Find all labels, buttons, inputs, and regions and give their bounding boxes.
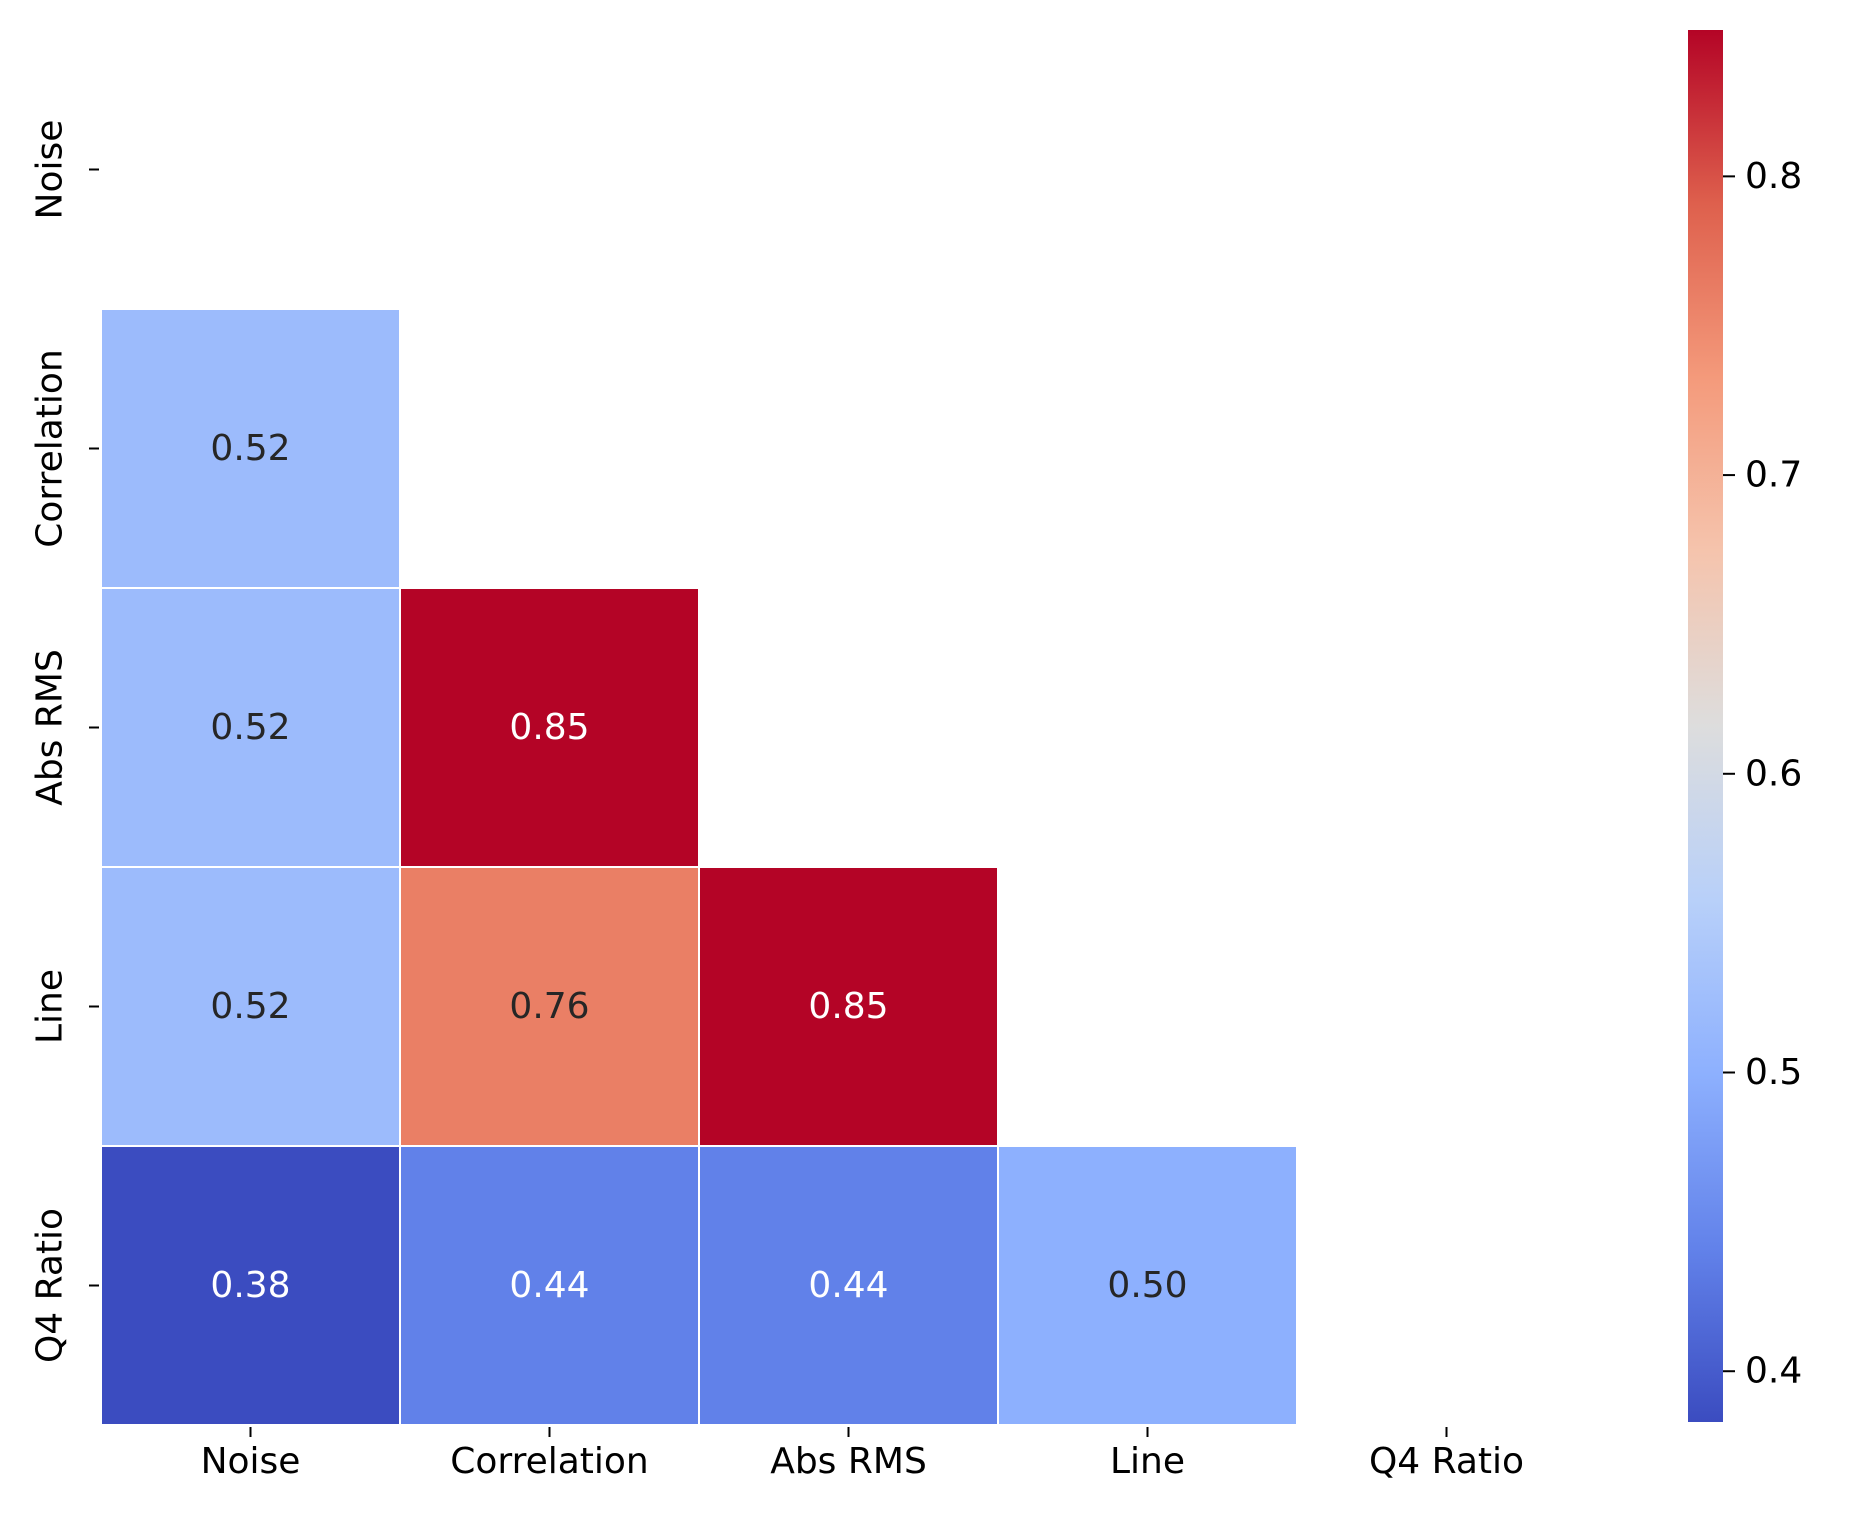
colorbar-tick-label: 0.4 [1745,1351,1802,1392]
x-tick-label-correlation: Correlation [450,1441,649,1482]
cell-value-label: 0.44 [509,1265,589,1306]
cell-value-label: 0.76 [509,986,589,1027]
heatmap-cell-q4-ratio-line [997,1145,1298,1426]
cell-value-label: 0.44 [808,1265,888,1306]
x-tick-label-q4-ratio: Q4 Ratio [1369,1441,1524,1482]
heatmap-cell-q4-ratio-noise [100,1145,401,1426]
y-tick-label-noise: Noise [30,120,71,220]
cell-value-label: 0.38 [210,1265,290,1306]
heatmap-annotations: 0.52 0.52 0.85 0.52 0.76 0.85 0.38 0.44 0.44 0.50 [210,428,1187,1306]
cell-value-label: 0.52 [210,428,290,469]
heatmap-cell-q4-ratio-correlation [399,1145,700,1426]
heatmap-cell-abs-rms-noise [100,587,401,868]
heatmap-cell-correlation-noise [100,308,401,589]
y-axis: Noise Correlation Abs RMS Line Q4 Ratio [30,120,99,1363]
colorbar-tick-label: 0.8 [1745,156,1802,197]
y-tick-label-q4-ratio: Q4 Ratio [30,1208,71,1363]
cell-value-label: 0.85 [509,707,589,748]
cell-value-label: 0.52 [210,707,290,748]
y-tick-label-line: Line [30,969,71,1044]
cell-value-label: 0.52 [210,986,290,1027]
x-tick-label-noise: Noise [201,1441,301,1482]
heatmap-cell-line-correlation [399,866,700,1147]
cell-value-label: 0.85 [808,986,888,1027]
colorbar: 0.4 0.5 0.6 0.7 0.8 [1688,30,1802,1422]
heatmap-cells [100,308,1298,1426]
heatmap-cell-abs-rms-correlation [399,587,700,868]
heatmap-cell-q4-ratio-abs-rms [698,1145,999,1426]
colorbar-tick-label: 0.5 [1745,1052,1802,1093]
x-tick-label-line: Line [1110,1441,1185,1482]
heatmap-cell-line-abs-rms [698,866,999,1147]
y-tick-label-correlation: Correlation [30,349,71,548]
heatmap-cell-line-noise [100,866,401,1147]
colorbar-gradient [1688,30,1723,1422]
y-tick-label-abs-rms: Abs RMS [30,649,71,806]
colorbar-tick-label: 0.6 [1745,753,1802,794]
cell-value-label: 0.50 [1107,1265,1187,1306]
colorbar-tick-label: 0.7 [1745,455,1802,496]
x-tick-label-abs-rms: Abs RMS [770,1441,927,1482]
x-axis: Noise Correlation Abs RMS Line Q4 Ratio [201,1427,1524,1482]
